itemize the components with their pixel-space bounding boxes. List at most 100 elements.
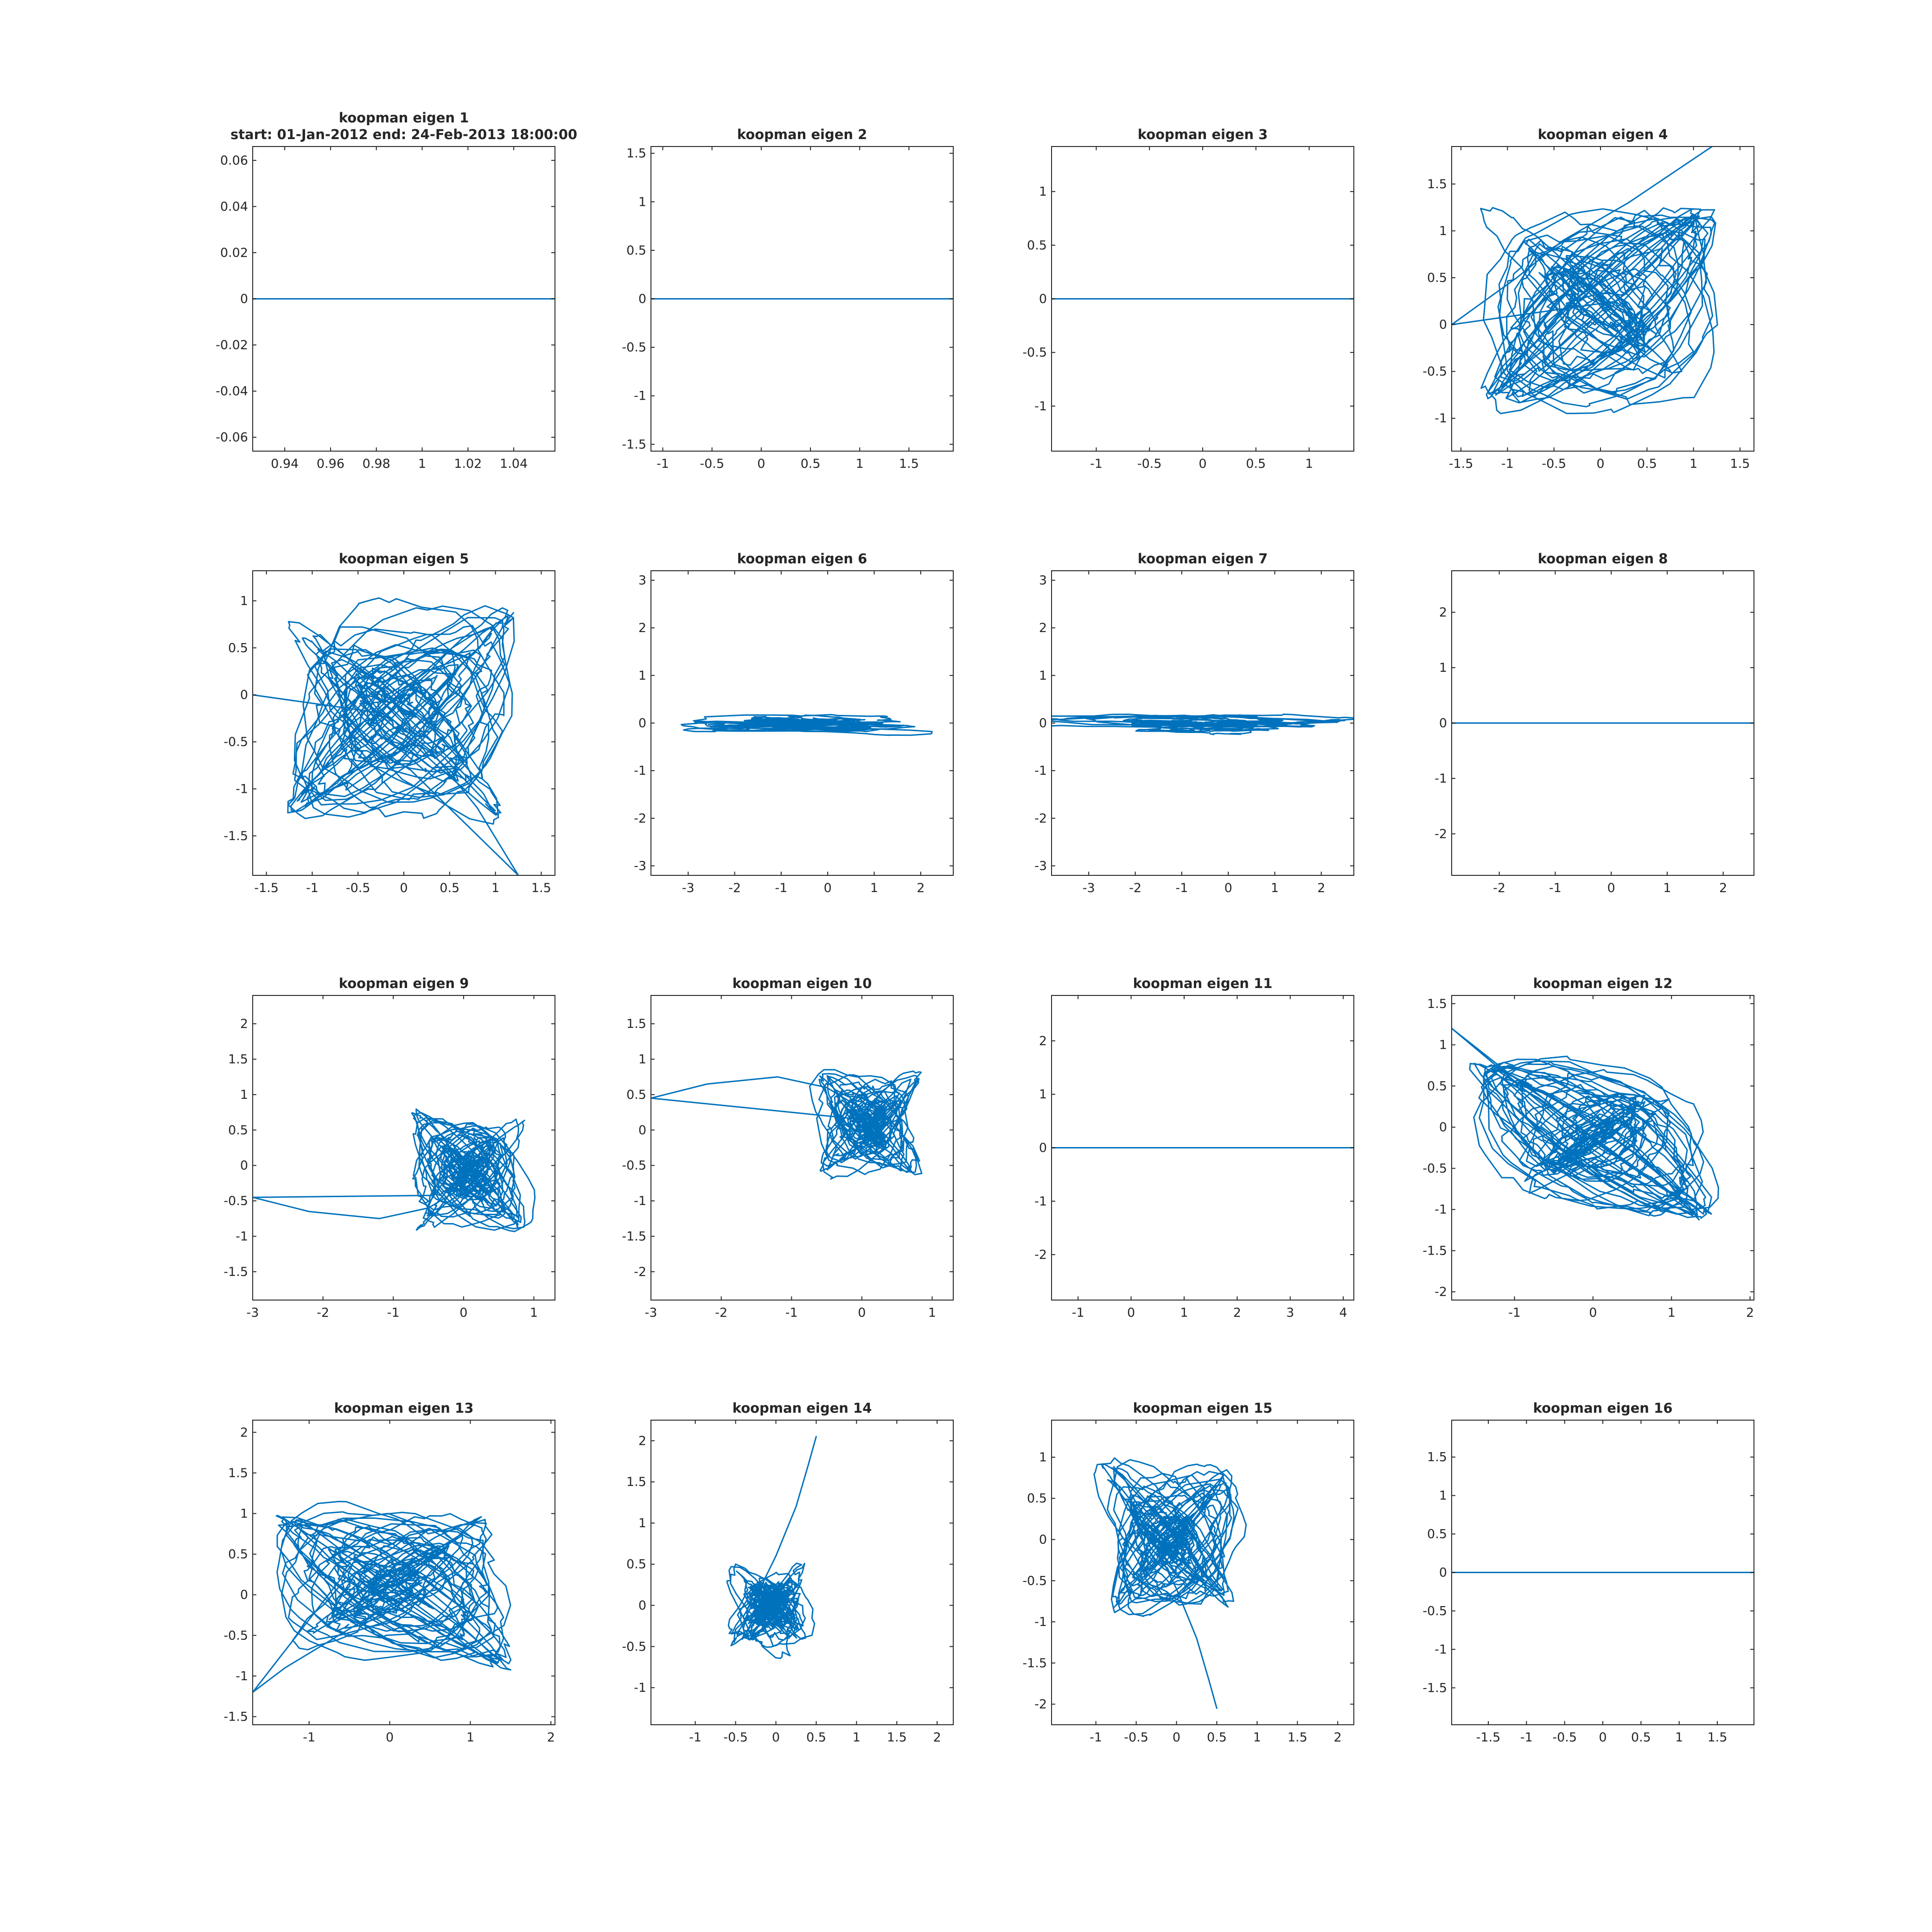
x-tick-label: 0	[400, 881, 408, 895]
y-tick-label: 0.02	[220, 246, 248, 260]
subplot-6: -3 -2 -1 0 1 2 -3 -2 -1 0 1 2 3 koopman eigen 6	[634, 551, 954, 895]
x-tick-label: 1	[1305, 457, 1313, 471]
x-tick-label: 0.5	[1207, 1730, 1227, 1745]
x-tick-label: -1.5	[254, 881, 279, 895]
x-tick-label: -3	[682, 881, 695, 895]
x-tick-label: 2	[1317, 881, 1325, 895]
x-tick-label: -1	[1520, 1730, 1533, 1745]
x-tick-label: -0.5	[1137, 457, 1162, 471]
y-tick-label: -3	[634, 859, 646, 873]
subplot-title: start: 01-Jan-2012 end: 24-Feb-2013 18:0…	[230, 127, 577, 142]
subplot-title: koopman eigen 15	[1133, 1400, 1273, 1416]
x-tick-label: -1	[1549, 881, 1562, 895]
trajectory-line	[680, 714, 933, 736]
axes-box	[1451, 146, 1754, 452]
trajectory-line	[726, 1436, 817, 1659]
y-tick-label: -2	[1435, 827, 1447, 841]
trajectory-line	[1452, 1027, 1719, 1221]
x-tick-label: -1	[1501, 457, 1514, 471]
x-tick-label: -1	[303, 1730, 315, 1745]
x-tick-label: 0.5	[440, 881, 459, 895]
y-tick-label: 0.5	[228, 1123, 248, 1137]
x-tick-label: -1	[1508, 1306, 1521, 1320]
subplot-title: koopman eigen 3	[1138, 127, 1268, 142]
y-tick-label: -1	[1435, 411, 1447, 426]
y-tick-label: -1	[1435, 1203, 1447, 1217]
x-tick-label: 2	[1719, 881, 1727, 895]
x-tick-label: -0.5	[700, 457, 724, 471]
trajectory-line	[651, 1069, 923, 1180]
x-tick-label: 1	[491, 881, 499, 895]
subplot-12: -1 0 1 2 -2 -1.5 -1 -0.5 0 0.5 1 1.5 koopman eigen 1…	[1422, 976, 1754, 1320]
y-tick-label: -0.5	[223, 1628, 248, 1643]
y-tick-label: -1.5	[223, 1265, 248, 1279]
y-tick-label: 1	[240, 594, 248, 608]
y-tick-label: -0.5	[223, 735, 248, 749]
axes-box	[1051, 1420, 1354, 1725]
y-tick-label: -2	[634, 1265, 646, 1279]
x-tick-label: 0	[858, 1306, 866, 1320]
y-tick-label: 0	[1039, 1141, 1047, 1155]
x-tick-label: 1	[418, 457, 426, 471]
y-tick-label: -1	[1034, 1615, 1047, 1629]
y-tick-label: -1	[1435, 1642, 1447, 1657]
y-tick-label: 0	[1439, 716, 1447, 731]
trajectory-line	[253, 597, 519, 875]
y-tick-label: 1.5	[228, 1052, 248, 1067]
x-tick-label: 0.5	[1631, 1730, 1651, 1745]
x-tick-label: 1	[1663, 881, 1671, 895]
x-tick-label: 1	[928, 1306, 936, 1320]
x-tick-label: 0	[386, 1730, 394, 1745]
y-tick-label: 0	[240, 292, 248, 306]
x-tick-label: -1	[1072, 1306, 1084, 1320]
trajectory-line	[253, 1108, 536, 1232]
x-tick-label: 1	[466, 1730, 474, 1745]
y-tick-label: -0.5	[1422, 364, 1447, 379]
x-tick-label: 2	[933, 1730, 941, 1745]
subplot-8: -2 -1 0 1 2 -2 -1 0 1 2 koopman eigen 8	[1435, 551, 1754, 895]
y-tick-label: 1.5	[626, 1017, 646, 1031]
y-tick-label: -0.5	[223, 1194, 248, 1208]
x-tick-label: -2	[317, 1306, 329, 1320]
x-tick-label: 0	[1607, 881, 1615, 895]
y-tick-label: 1	[240, 1088, 248, 1102]
x-tick-label: 0.5	[801, 457, 821, 471]
subplot-10: -3 -2 -1 0 1 -2 -1.5 -1 -0.5 0 0.5 1 1.5 koopman eige…	[622, 976, 954, 1320]
x-tick-label: -1	[306, 881, 319, 895]
x-tick-label: -1.5	[1476, 1730, 1501, 1745]
x-tick-label: -1	[1090, 1730, 1102, 1745]
y-tick-label: 0	[638, 1599, 646, 1613]
x-tick-label: 2	[917, 881, 925, 895]
y-tick-label: -1.5	[223, 829, 248, 843]
x-tick-label: 0.96	[317, 457, 344, 471]
axes-box	[650, 1420, 954, 1725]
y-tick-label: -1	[236, 1669, 248, 1683]
subplot-title: koopman eigen 10	[733, 976, 872, 991]
x-tick-label: -2	[715, 1306, 727, 1320]
y-tick-label: -1.5	[1022, 1656, 1047, 1671]
subplot-title: koopman eigen 1	[339, 110, 469, 126]
x-tick-label: -1	[785, 1306, 798, 1320]
subplot-15: -1 -0.5 0 0.5 1 1.5 2 -2 -1.5 -1 -0.5 0 0.5 1 koopman …	[1022, 1400, 1354, 1745]
subplot-3: -1 -0.5 0 0.5 1 -1 -0.5 0 0.5 1 koopman eigen 3	[1022, 127, 1354, 471]
x-tick-label: -3	[247, 1306, 259, 1320]
y-tick-label: -0.5	[1422, 1604, 1447, 1618]
y-tick-label: 0	[1439, 1120, 1447, 1135]
x-tick-label: -0.5	[1542, 457, 1566, 471]
subplot-title: koopman eigen 5	[339, 551, 469, 567]
y-tick-label: -0.5	[1022, 345, 1047, 360]
y-tick-label: 3	[638, 574, 646, 588]
x-tick-label: 1	[1253, 1730, 1261, 1745]
y-tick-label: -1.5	[1422, 1681, 1447, 1695]
y-tick-label: -0.5	[1422, 1161, 1447, 1176]
x-tick-label: 0	[1589, 1306, 1597, 1320]
x-tick-label: 0	[1224, 881, 1232, 895]
y-tick-label: 0	[1039, 292, 1047, 306]
y-tick-label: -0.5	[622, 1639, 646, 1654]
axes-box	[650, 995, 954, 1301]
y-tick-label: 1	[1039, 1450, 1047, 1465]
plot-area	[650, 995, 954, 1301]
x-tick-label: 0	[1596, 457, 1604, 471]
trajectory-line	[253, 1501, 512, 1693]
